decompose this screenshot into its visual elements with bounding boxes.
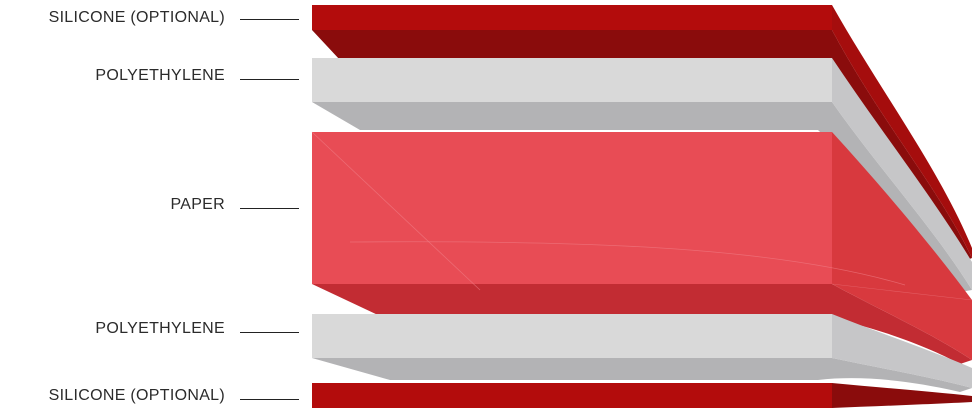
leader-line-polyethylene-bottom xyxy=(240,332,299,333)
leader-line-paper xyxy=(240,208,299,209)
layer-label-polyethylene-bottom: POLYETHYLENE xyxy=(95,320,225,337)
paper-layer xyxy=(311,131,973,364)
layer-label-silicone-bottom: SILICONE (OPTIONAL) xyxy=(48,387,225,404)
layer-label-polyethylene-top: POLYETHYLENE xyxy=(95,67,225,84)
silicone-top-layer xyxy=(312,5,972,262)
leader-line-polyethylene-top xyxy=(240,79,299,80)
layer-label-paper: PAPER xyxy=(170,196,225,213)
polyethylene-bottom-layer xyxy=(312,314,972,392)
leader-line-silicone-top xyxy=(240,19,299,20)
leader-line-silicone-bottom xyxy=(240,399,299,400)
polyethylene-top-layer xyxy=(312,58,972,292)
layer-label-silicone-top: SILICONE (OPTIONAL) xyxy=(48,9,225,26)
silicone-bottom-layer xyxy=(312,383,972,408)
